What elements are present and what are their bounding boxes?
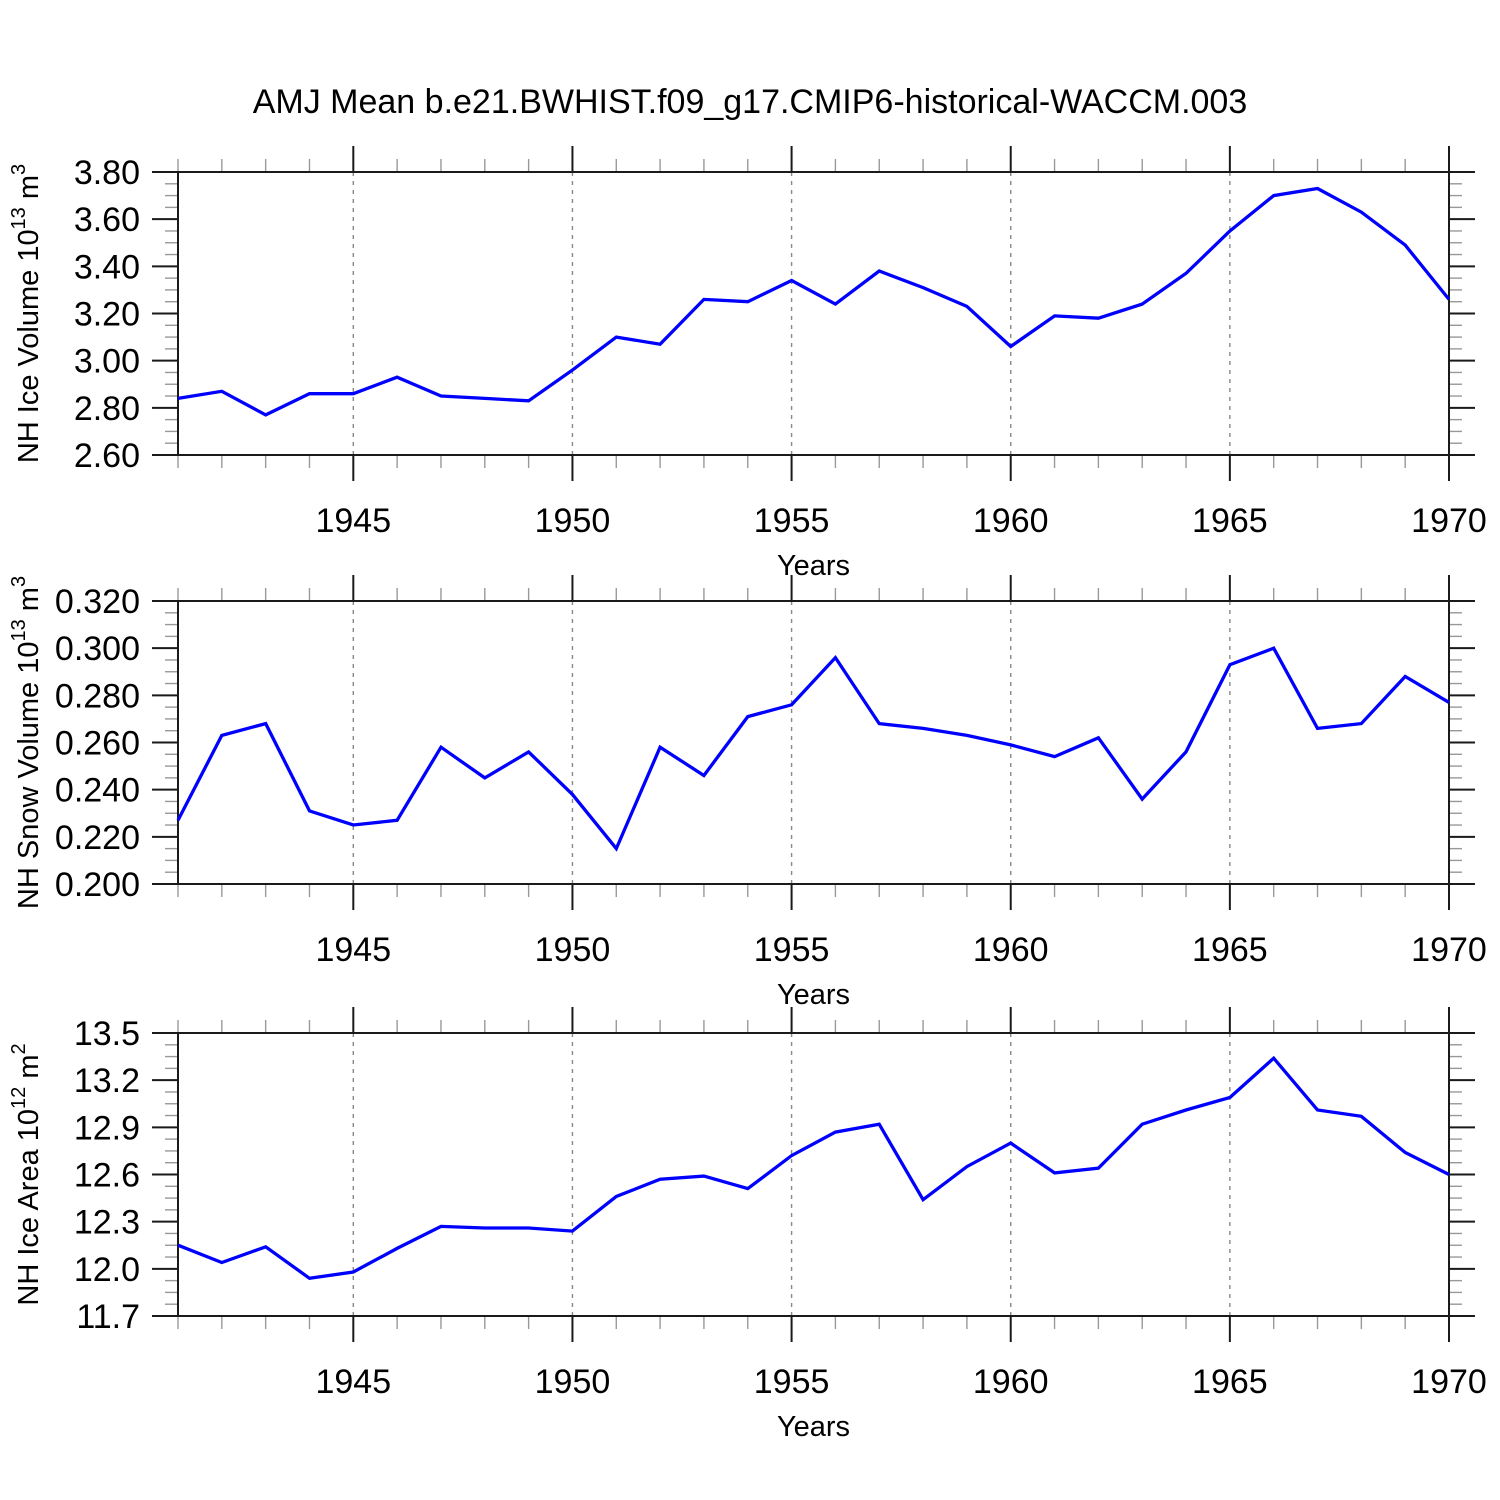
y-tick-label: 13.5 — [74, 1015, 140, 1053]
data-line — [177, 1055, 1450, 1281]
panel-nh-ice-volume: 2.60 2.80 3.00 3.20 3.40 3.60 3.80 1945 1950 1955… — [8, 146, 1487, 582]
y-axis-title: NH Ice Area 1012 m2 — [8, 1043, 45, 1305]
y-tick-label: 12.6 — [74, 1157, 140, 1195]
x-axis-title: Years — [777, 1411, 850, 1443]
y-tick-label: 0.260 — [55, 725, 140, 763]
x-tick-label: 1960 — [973, 931, 1049, 969]
x-tick-label: 1970 — [1411, 502, 1487, 540]
x-tick-label: 1955 — [754, 931, 830, 969]
y-tick-label: 3.40 — [74, 248, 140, 286]
y-tick-label: 12.0 — [74, 1251, 140, 1289]
y-tick-label: 0.240 — [55, 772, 140, 810]
y-tick-label: 3.20 — [74, 296, 140, 334]
plot-frame — [177, 1032, 1450, 1317]
x-tick-label: 1970 — [1411, 1363, 1487, 1401]
y-tick-label: 0.320 — [55, 583, 140, 621]
x-tick-label: 1950 — [535, 502, 611, 540]
y-tick-label: 0.300 — [55, 630, 140, 668]
chart-title: AMJ Mean b.e21.BWHIST.f09_g17.CMIP6-hist… — [253, 83, 1248, 121]
x-tick-label: 1965 — [1192, 1363, 1268, 1401]
x-tick-label: 1945 — [315, 1363, 391, 1401]
y-tick-label: 3.80 — [74, 154, 140, 192]
x-tick-label: 1950 — [535, 1363, 611, 1401]
x-tick-label: 1955 — [754, 502, 830, 540]
x-tick-label: 1955 — [754, 1363, 830, 1401]
y-tick-label: 12.9 — [74, 1109, 140, 1147]
plot-frame — [177, 600, 1450, 885]
y-tick-label: 13.2 — [74, 1062, 140, 1100]
x-axis-title: Years — [777, 979, 850, 1011]
panel-nh-ice-area: 11.7 12.0 12.3 12.6 12.9 13.2 13.5 1945 1950 1955… — [8, 1007, 1487, 1443]
x-tick-label: 1960 — [973, 502, 1049, 540]
y-tick-label: 2.60 — [74, 437, 140, 475]
y-tick-label: 0.280 — [55, 677, 140, 715]
y-axis-title: NH Snow Volume 1013 m3 — [8, 576, 45, 909]
x-tick-label: 1945 — [315, 931, 391, 969]
y-tick-label: 0.220 — [55, 819, 140, 857]
x-axis-title: Years — [777, 550, 850, 582]
y-tick-label: 2.80 — [74, 390, 140, 428]
y-tick-label: 12.3 — [74, 1204, 140, 1242]
x-tick-label: 1960 — [973, 1363, 1049, 1401]
plot-frame — [177, 171, 1450, 456]
data-line — [177, 186, 1451, 417]
y-tick-label: 0.200 — [55, 866, 140, 904]
x-tick-label: 1965 — [1192, 931, 1268, 969]
y-tick-label: 11.7 — [76, 1298, 140, 1336]
panel-nh-snow-volume: 0.200 0.220 0.240 0.260 0.280 0.300 0.320 1945 1… — [8, 575, 1487, 1011]
x-tick-label: 1945 — [315, 502, 391, 540]
x-tick-label: 1965 — [1192, 502, 1268, 540]
x-tick-label: 1950 — [535, 931, 611, 969]
y-tick-label: 3.60 — [74, 201, 140, 239]
x-tick-label: 1970 — [1411, 931, 1487, 969]
y-axis-title: NH Ice Volume 1013 m3 — [8, 164, 45, 463]
data-line — [176, 646, 1450, 852]
y-tick-label: 3.00 — [74, 343, 140, 381]
